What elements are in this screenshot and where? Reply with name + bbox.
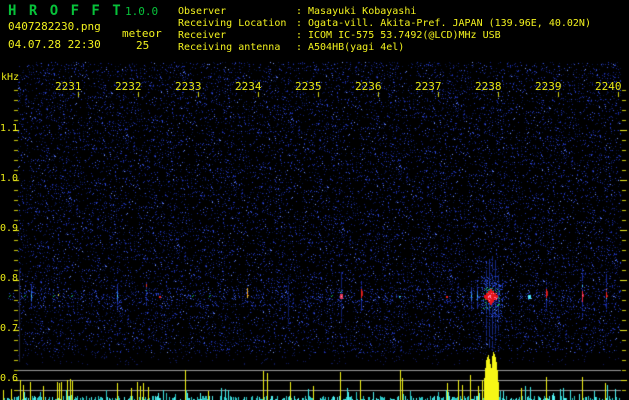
info-value: Masayuki Kobayashi xyxy=(308,6,417,17)
x-tick-label: 2235 xyxy=(295,80,322,93)
info-row: Receiving antenna: A504HB(yagi 4el) xyxy=(178,42,404,53)
x-tick-label: 2234 xyxy=(235,80,262,93)
info-label: Receiving antenna xyxy=(178,42,281,53)
info-label: Observer xyxy=(178,6,227,17)
x-tick-label: 2240 xyxy=(595,80,622,93)
info-value: ICOM IC-575 53.7492(@LCD)MHz USB xyxy=(308,30,501,41)
x-tick-label: 2233 xyxy=(175,80,202,93)
x-tick-label: 2238 xyxy=(475,80,502,93)
info-value: Ogata-vill. Akita-Pref. JAPAN (139.96E, … xyxy=(308,18,591,29)
output-filename: 0407282230.png xyxy=(8,20,101,33)
x-tick-label: 2239 xyxy=(535,80,562,93)
x-tick-label: 2232 xyxy=(115,80,142,93)
app-title: H R O F F T xyxy=(8,3,123,19)
echo-count: 25 xyxy=(136,39,150,52)
timestamp: 04.07.28 22:30 xyxy=(8,38,101,51)
x-tick-label: 2231 xyxy=(55,80,82,93)
y-tick-label: 0.8 xyxy=(0,273,19,284)
y-axis-unit: kHz xyxy=(1,72,20,83)
info-separator: : xyxy=(296,18,303,29)
app-version: 1.0.0 xyxy=(125,5,159,18)
info-label: Receiving Location xyxy=(178,18,287,29)
y-tick-label: 1.1 xyxy=(0,123,19,134)
info-value: A504HB(yagi 4el) xyxy=(308,42,405,53)
x-tick-label: 2236 xyxy=(355,80,382,93)
info-separator: : xyxy=(296,30,303,41)
info-separator: : xyxy=(296,42,303,53)
y-tick-label: 1.0 xyxy=(0,173,19,184)
x-tick-label: 2237 xyxy=(415,80,442,93)
info-label: Receiver xyxy=(178,30,227,41)
info-row: Receiving Location: Ogata-vill. Akita-Pre… xyxy=(178,18,591,29)
info-row: Observer: Masayuki Kobayashi xyxy=(178,6,416,17)
info-row: Receiver: ICOM IC-575 53.7492(@LCD)MHz US… xyxy=(178,30,501,41)
info-separator: : xyxy=(296,6,303,17)
y-tick-label: 0.9 xyxy=(0,223,19,234)
mode-label: meteor xyxy=(122,27,162,40)
y-tick-label: 0.7 xyxy=(0,323,19,334)
y-tick-label: 0.6 xyxy=(0,373,19,384)
